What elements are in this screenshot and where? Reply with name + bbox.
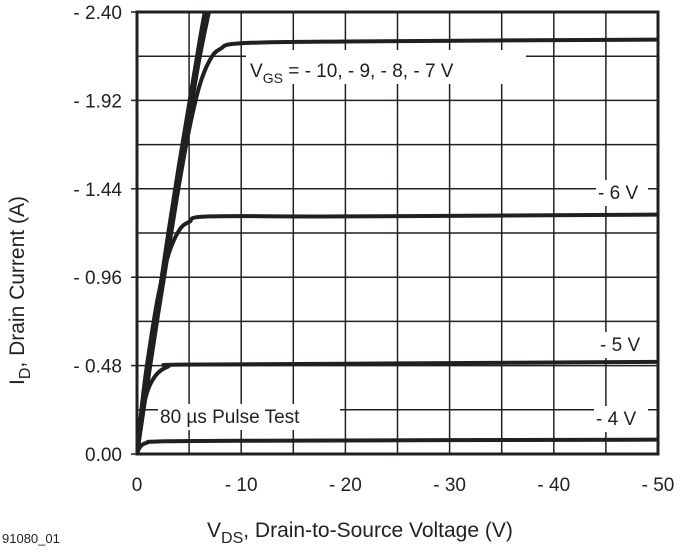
y-tick-label: - 1.92 (73, 91, 122, 112)
y-tick-label: - 1.44 (73, 180, 122, 201)
x-tick-label: - 10 (225, 475, 258, 496)
series-line (137, 37, 658, 454)
v4-label-bg (594, 406, 648, 432)
figure-id: 91080_01 (2, 531, 60, 546)
v6-label-bg (596, 180, 648, 206)
x-tick-label: - 30 (433, 475, 466, 496)
series-line (137, 212, 658, 454)
x-tick-label: 0 (132, 475, 143, 496)
y-axis-label: ID, Drain Current (A) (6, 196, 34, 385)
x-tick-label: - 40 (537, 475, 570, 496)
y-tick-label: - 0.96 (73, 268, 122, 289)
y-tick-label: 0.00 (85, 445, 122, 466)
series-line (137, 359, 658, 454)
plot-frame (135, 10, 660, 456)
v6-label: - 6 V (598, 183, 638, 204)
series-line (137, 437, 658, 454)
curves (137, 12, 658, 454)
x-tick-label: - 50 (642, 475, 675, 496)
v5-label-bg (596, 332, 648, 358)
vgs-label: VGS = - 10, - 9, - 8, - 7 V (250, 61, 454, 86)
vgs-label-bg (246, 50, 526, 84)
v5-label: - 5 V (600, 335, 640, 356)
v4-label: - 4 V (596, 409, 636, 430)
pulse-label: 80 µs Pulse Test (160, 407, 300, 428)
x-tick-label: - 20 (329, 475, 362, 496)
pulse-label-bg (158, 404, 340, 430)
y-tick-label: - 2.40 (73, 3, 122, 24)
ticks: 0 - 10 - 20 - 30 - 40 - 50 0.00 - 0.48 - 0.96 - 1… (73, 3, 674, 496)
x-axis-label: VDS, Drain-to-Source Voltage (V) (207, 519, 513, 547)
y-tick-label: - 0.48 (73, 357, 122, 378)
